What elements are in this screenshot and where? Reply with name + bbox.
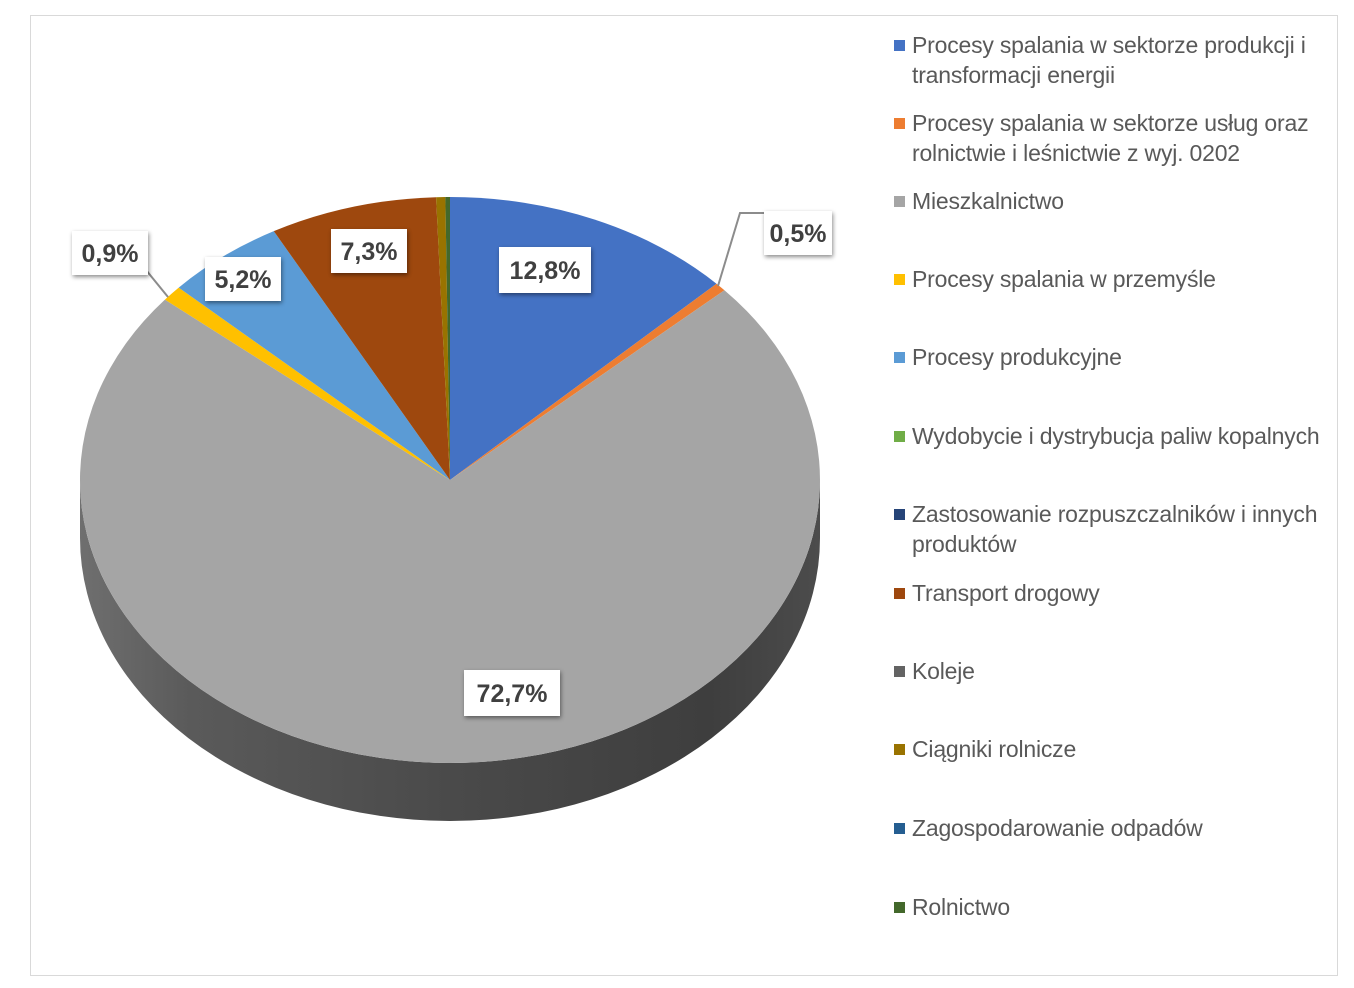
pie-slice	[79, 290, 820, 764]
legend-label: Zagospodarowanie odpadów	[912, 815, 1203, 841]
legend-swatch	[894, 744, 905, 755]
leader-line	[145, 253, 169, 298]
data-label-box	[72, 231, 148, 275]
data-label: 12,8%	[510, 257, 581, 285]
pie-slice	[445, 196, 450, 480]
legend-swatch	[894, 196, 905, 207]
legend: Procesy spalania w sektorze produkcji i …	[892, 0, 1332, 988]
pie-side-wall	[80, 480, 820, 821]
legend-label: Zastosowanie rozpuszczalników i innych p…	[912, 501, 1318, 557]
legend-label: Rolnictwo	[912, 894, 1010, 920]
data-label: 5,2%	[215, 266, 272, 294]
data-label-box	[464, 670, 560, 716]
data-label-box	[499, 247, 591, 293]
data-label-box	[205, 257, 281, 301]
legend-swatch	[894, 588, 905, 599]
pie-slice	[436, 197, 450, 480]
data-label: 0,5%	[770, 220, 827, 248]
legend-swatch	[894, 118, 905, 129]
leader-line	[717, 212, 766, 287]
legend-swatch	[894, 431, 905, 442]
legend-label: Koleje	[912, 658, 975, 684]
data-label-box	[764, 211, 832, 255]
legend-label: Procesy produkcyjne	[912, 344, 1122, 370]
legend-swatch	[894, 352, 905, 363]
data-label-box	[331, 229, 407, 273]
legend-label: Procesy spalania w przemyśle	[912, 266, 1216, 292]
legend-label: Transport drogowy	[912, 580, 1100, 606]
legend-swatch	[894, 274, 905, 285]
legend-swatch	[894, 666, 905, 677]
legend-swatch	[894, 902, 905, 913]
legend-swatch	[894, 509, 905, 520]
legend-swatch	[894, 823, 905, 834]
pie-slice	[450, 283, 725, 480]
pie-slices	[79, 196, 820, 764]
legend-label: Procesy spalania w sektorze usług oraz r…	[912, 110, 1309, 166]
data-label: 7,3%	[341, 238, 398, 266]
data-label: 0,9%	[82, 240, 139, 268]
pie-slice	[164, 287, 450, 480]
pie-side-face	[80, 480, 820, 821]
legend-label: Mieszkalnictwo	[912, 188, 1064, 214]
legend-label: Procesy spalania w sektorze produkcji i …	[912, 32, 1306, 88]
data-label: 72,7%	[477, 680, 548, 708]
data-labels: 12,8% 0,5% 72,7% 0,9% 5,2% 7,3%	[72, 211, 832, 716]
legend-swatch	[894, 40, 905, 51]
legend-label: Ciągniki rolnicze	[912, 736, 1077, 762]
legend-label: Wydobycie i dystrybucja paliw kopalnych	[912, 423, 1320, 449]
